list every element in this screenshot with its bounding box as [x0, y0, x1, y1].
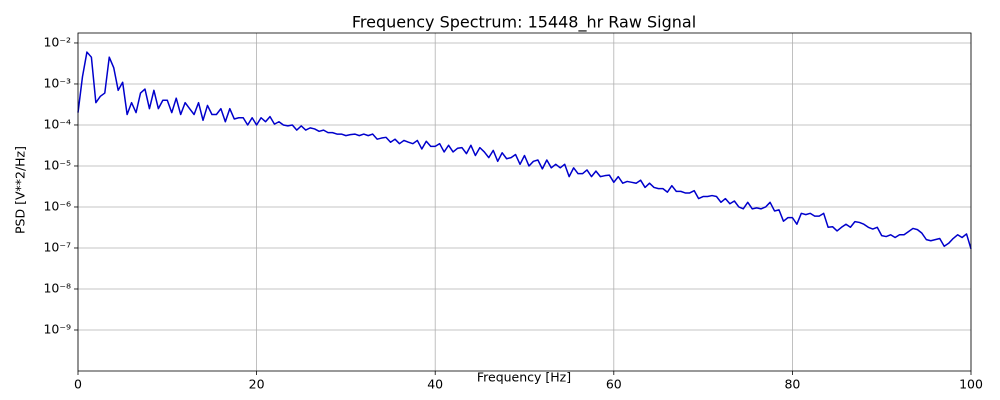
x-tick-label: 100: [959, 377, 983, 392]
psd-line: [77, 51, 972, 250]
y-tick-label: 10⁻³: [43, 75, 71, 90]
y-tick-label: 10⁻⁶: [43, 198, 71, 213]
y-axis-label: PSD [V**2/Hz]: [13, 146, 28, 234]
plot-frame: [77, 32, 972, 372]
x-tick-label: 0: [74, 377, 82, 392]
chart-title: Frequency Spectrum: 15448_hr Raw Signal: [352, 13, 696, 33]
y-tick-label: 10⁻⁷: [43, 239, 71, 254]
x-tick-label: 40: [427, 377, 443, 392]
x-axis-label: Frequency [Hz]: [477, 370, 571, 385]
y-tick-label: 10⁻⁴: [43, 116, 71, 131]
x-tick-label: 80: [784, 377, 800, 392]
y-tick-label: 10⁻⁸: [43, 280, 71, 295]
y-tick-label: 10⁻⁹: [43, 321, 71, 336]
y-tick-label: 10⁻²: [43, 34, 71, 49]
x-tick-label: 60: [606, 377, 622, 392]
y-tick-label: 10⁻⁵: [43, 157, 71, 172]
x-tick-label: 20: [249, 377, 265, 392]
